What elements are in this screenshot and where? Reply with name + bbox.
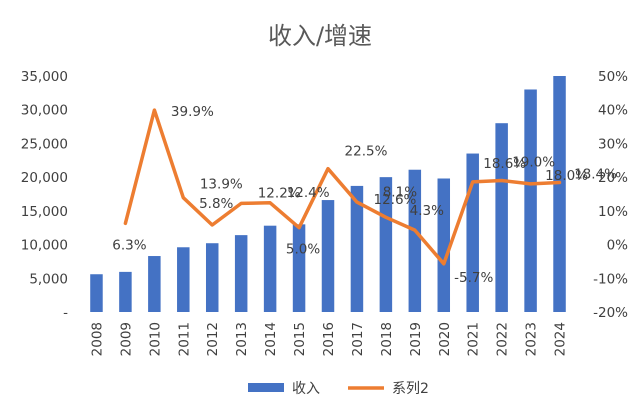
legend: 收入 系列2: [248, 381, 429, 397]
x-tick-2024: 2024: [553, 322, 569, 356]
x-tick-2017: 2017: [350, 322, 366, 356]
bar-2024: [553, 76, 566, 312]
x-tick-2013: 2013: [234, 322, 250, 356]
right-axis-tick-label: 10%: [598, 204, 628, 220]
x-axis-ticks: 2008 2009 2010 2011 2012 2013 2014 2015 2016 2017…: [89, 322, 568, 356]
x-tick-2012: 2012: [205, 322, 221, 356]
data-label-2012: 5.8%: [199, 196, 233, 212]
data-label-2022: 19.0%: [512, 155, 555, 171]
x-tick-2008: 2008: [89, 322, 105, 356]
left-axis-tick-label: 20,000: [21, 170, 68, 186]
bar-2016: [321, 200, 335, 312]
x-tick-2009: 2009: [118, 322, 134, 356]
bar-series: [90, 76, 566, 312]
right-axis-tick-label: -10%: [593, 271, 628, 287]
bar-2023: [524, 89, 537, 312]
x-tick-2010: 2010: [147, 322, 163, 356]
x-tick-2022: 2022: [495, 322, 511, 356]
right-axis-tick-label: -20%: [593, 305, 628, 321]
x-tick-2019: 2019: [408, 322, 424, 356]
left-axis-tick-label: 15,000: [21, 204, 68, 220]
right-axis-tick-label: 20%: [598, 170, 628, 186]
left-axis-ticks: - 5,000 10,000 15,000 20,000 25,000 30,000 35,0…: [21, 69, 68, 321]
right-axis-tick-label: 0%: [607, 238, 629, 254]
right-axis-tick-label: 40%: [598, 103, 628, 119]
data-label-2014: 12.4%: [287, 185, 330, 201]
data-label-2013: 12.2%: [258, 185, 301, 201]
legend-label-revenue: 收入: [292, 381, 320, 397]
bar-2018: [379, 177, 393, 312]
data-label-2011: 13.9%: [200, 177, 243, 193]
right-axis-ticks: -20% -10% 0% 10% 20% 30% 40% 50%: [593, 69, 628, 321]
x-tick-2016: 2016: [321, 322, 337, 356]
data-label-2009: 6.3%: [112, 237, 146, 253]
x-tick-2018: 2018: [379, 322, 395, 356]
left-axis-tick-label: 35,000: [21, 69, 68, 85]
data-label-2016: 22.5%: [345, 144, 388, 160]
bar-2017: [350, 185, 364, 312]
data-label-2024: 18.4%: [574, 167, 617, 183]
line-series: [123, 108, 562, 266]
bar-2019: [408, 169, 422, 312]
legend-label-series2: 系列2: [392, 381, 429, 397]
bar-2014: [263, 225, 277, 312]
left-axis-tick-label: 30,000: [21, 103, 68, 119]
bar-2012: [205, 243, 219, 312]
bar-2020: [437, 178, 451, 312]
legend-swatch-revenue: [248, 383, 284, 392]
left-axis-tick-label: 25,000: [21, 136, 68, 152]
data-label-2017: 12.6%: [373, 192, 416, 208]
left-axis-tick-label: -: [63, 305, 68, 321]
chart-title: 收入/增速: [268, 22, 372, 50]
bar-2011: [177, 247, 190, 312]
bar-2015: [292, 224, 306, 312]
bar-2013: [234, 235, 248, 312]
data-label-2018: 8.1%: [383, 184, 417, 200]
bar-2010: [148, 256, 161, 312]
x-tick-2011: 2011: [176, 322, 192, 356]
left-axis-tick-label: 10,000: [21, 238, 68, 254]
x-tick-2020: 2020: [437, 322, 453, 356]
data-label-2023: 18.0%: [545, 168, 588, 184]
right-axis-tick-label: 50%: [598, 69, 628, 85]
series2-line: [123, 108, 562, 266]
data-label-2015: 5.0%: [286, 242, 320, 258]
x-tick-2015: 2015: [292, 322, 308, 356]
data-label-2019: 4.3%: [410, 203, 444, 219]
data-label-2020: -5.7%: [454, 270, 493, 286]
data-label-2010: 39.9%: [171, 104, 214, 120]
x-tick-2014: 2014: [263, 322, 279, 356]
left-axis-tick-label: 5,000: [29, 271, 68, 287]
bar-2022: [495, 123, 508, 312]
bar-2009: [119, 271, 132, 312]
x-tick-2023: 2023: [524, 322, 540, 356]
line-data-labels: 6.3% 39.9% 13.9% 5.8% 12.2%12.4% 5.0% 22.5% 12.…: [112, 104, 617, 286]
bar-2008: [90, 274, 103, 312]
x-tick-2021: 2021: [466, 322, 482, 356]
bar-2021: [466, 153, 479, 312]
data-label-2021: 18.6%: [483, 156, 526, 172]
right-axis-tick-label: 30%: [598, 136, 628, 152]
